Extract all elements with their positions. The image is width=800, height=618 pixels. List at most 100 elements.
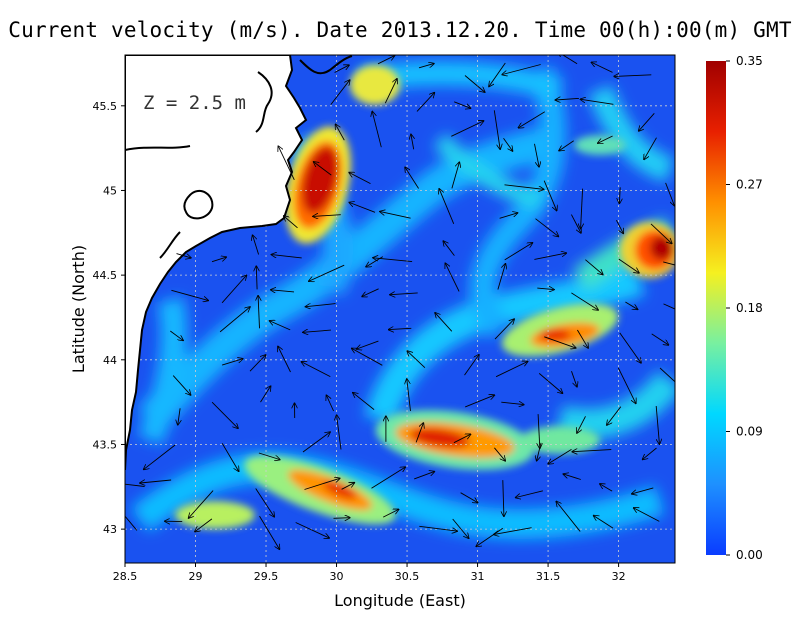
velocity-arrow <box>390 293 418 295</box>
velocity-arrow <box>453 434 470 444</box>
velocity-arrow <box>176 253 191 258</box>
velocity-arrow <box>144 444 176 469</box>
velocity-arrow <box>571 371 577 386</box>
velocity-arrow <box>564 474 581 480</box>
colorbar-tick-label: 0.18 <box>736 301 763 315</box>
velocity-arrow <box>195 518 213 532</box>
x-tick-label: 29 <box>189 570 203 583</box>
velocity-arrow <box>255 488 274 517</box>
velocity-arrow <box>501 402 523 404</box>
y-tick-label: 44 <box>103 354 117 367</box>
velocity-arrow <box>659 367 675 383</box>
plot-frame <box>124 54 676 564</box>
velocity-arrow <box>634 508 660 522</box>
velocity-arrow <box>221 359 242 366</box>
x-tick-label: 29.5 <box>254 570 279 583</box>
velocity-arrow <box>503 138 513 151</box>
velocity-arrow <box>258 296 259 329</box>
velocity-arrow <box>411 135 414 150</box>
velocity-arrow <box>534 253 566 260</box>
plot-area: Z = 2.5 m <box>125 55 675 563</box>
velocity-arrow <box>333 518 350 519</box>
velocity-arrow <box>349 173 371 184</box>
velocity-arrow <box>665 182 675 206</box>
velocity-arrow <box>341 483 355 490</box>
velocity-arrow <box>538 373 562 393</box>
velocity-arrow <box>489 62 506 86</box>
velocity-hotspots <box>175 65 675 529</box>
velocity-arrow <box>125 483 145 487</box>
land-mass <box>125 55 308 471</box>
velocity-arrow <box>556 502 581 532</box>
velocity-arrow <box>256 266 257 290</box>
velocity-arrow <box>405 168 419 189</box>
x-axis-ticks: 28.5 29 29.5 30 30.5 31 31.5 32 <box>113 563 626 583</box>
velocity-arrow <box>585 259 602 275</box>
velocity-arrow <box>464 355 479 376</box>
velocity-arrow <box>295 522 329 538</box>
velocity-arrow <box>577 329 588 348</box>
velocity-arrow <box>494 319 514 340</box>
coast-line-2 <box>159 231 181 259</box>
map-title: Current velocity (m/s). Date 2013.12.20.… <box>8 18 792 42</box>
velocity-arrow <box>451 121 483 137</box>
velocity-arrow <box>537 288 554 290</box>
velocity-arrow <box>336 125 345 141</box>
velocity-arrow <box>272 255 302 259</box>
velocity-arrow <box>581 188 583 229</box>
velocity-arrow <box>362 288 379 297</box>
velocity-arrow <box>494 447 505 461</box>
colorbar-tick-label: 0.00 <box>736 548 763 562</box>
x-tick-label: 30.5 <box>395 570 420 583</box>
velocity-arrow <box>337 415 342 450</box>
velocity-arrow <box>502 64 541 75</box>
velocity-arrow <box>577 416 586 433</box>
velocity-arrow <box>249 355 266 372</box>
velocity-arrow <box>350 203 376 213</box>
velocity-arrow <box>600 484 613 492</box>
velocity-arrow <box>598 135 613 143</box>
velocity-arrow <box>389 328 412 329</box>
velocity-arrow <box>619 187 620 203</box>
velocity-arrow <box>435 313 453 332</box>
velocity-arrow <box>504 184 544 190</box>
velocity-arrow <box>314 162 332 176</box>
velocity-arrow <box>504 243 533 261</box>
velocity-arrow <box>558 55 578 65</box>
velocity-arrow <box>302 362 331 378</box>
velocity-arrow <box>278 146 295 180</box>
velocity-arrow <box>651 333 669 345</box>
velocity-arrow <box>352 349 383 366</box>
velocity-arrow <box>445 263 460 292</box>
velocity-arrow <box>306 303 336 307</box>
velocity-arrow <box>516 490 544 498</box>
velocity-arrow <box>571 214 581 233</box>
coast-line-3 <box>299 55 353 75</box>
velocity-arrow <box>537 442 542 461</box>
y-tick-label: 44.5 <box>93 269 118 282</box>
velocity-arrow <box>594 516 614 529</box>
velocity-arrow <box>663 303 675 310</box>
velocity-arrow <box>416 93 434 112</box>
colorbar-tick-label: 0.09 <box>736 425 763 439</box>
velocity-arrow <box>494 527 532 535</box>
velocity-arrow <box>644 137 657 160</box>
velocity-arrow <box>571 292 598 310</box>
velocity-arrow <box>559 140 574 151</box>
velocity-arrow <box>221 443 238 471</box>
velocity-arrow <box>270 321 291 331</box>
velocity-arrow <box>303 330 331 332</box>
velocity-arrow <box>407 379 411 412</box>
velocity-arrow <box>581 99 614 105</box>
velocity-arrow <box>330 80 350 105</box>
velocity-arrow <box>189 490 214 518</box>
velocity-arrow <box>407 351 426 369</box>
velocity-arrow <box>304 478 340 490</box>
velocity-arrow <box>170 330 183 340</box>
velocity-arrow <box>258 452 280 460</box>
velocity-arrow <box>625 301 637 309</box>
velocity-arrow <box>382 510 398 518</box>
coast-line-1 <box>125 145 191 151</box>
velocity-arrow <box>373 258 413 263</box>
